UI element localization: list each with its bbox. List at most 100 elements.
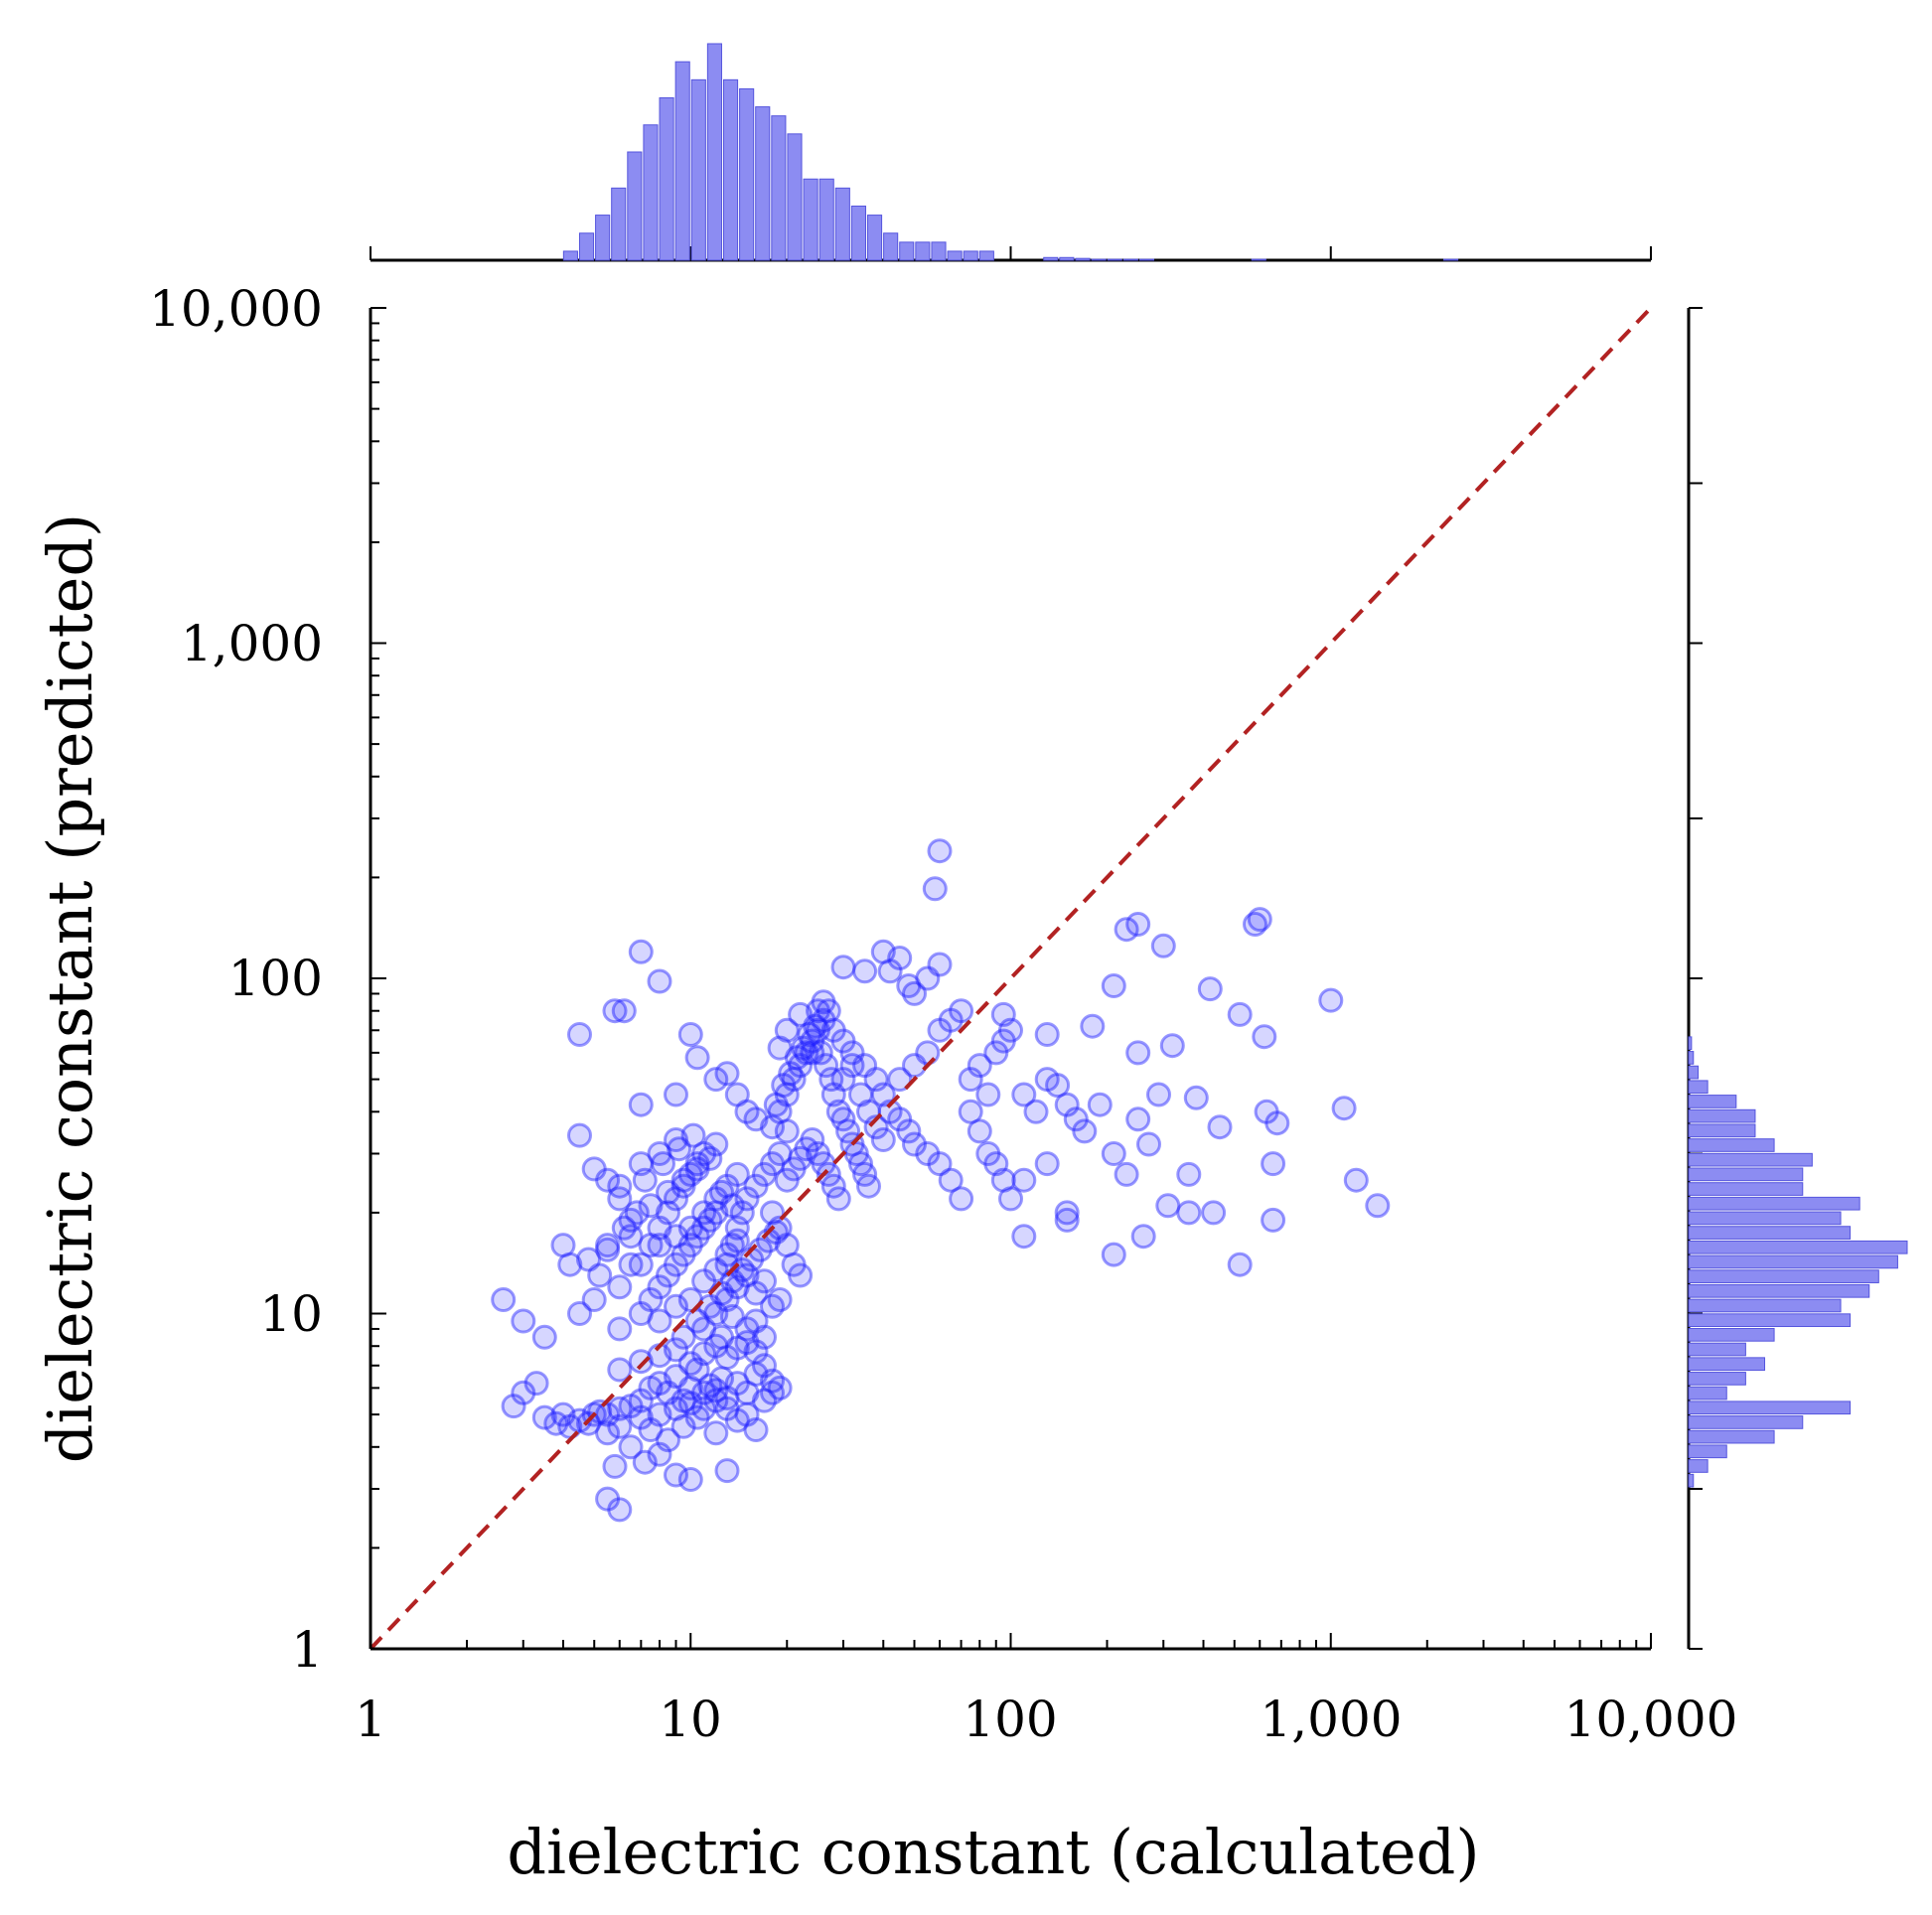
scatter-point-175: [760, 1200, 785, 1226]
scatter-point-276: [852, 958, 878, 984]
right-hist-bar: [1688, 1459, 1709, 1473]
scatter-point-335: [670, 1167, 696, 1193]
scatter-point-88: [767, 1141, 793, 1166]
scatter-point-13: [677, 1375, 703, 1400]
scatter-point-229: [1063, 1106, 1089, 1132]
scatter-point-237: [1125, 1106, 1151, 1132]
scatter-point-230: [1011, 1167, 1037, 1193]
top-hist-bar: [1138, 258, 1155, 261]
scatter-point-254: [1254, 1099, 1279, 1124]
scatter-point-118: [714, 1242, 740, 1267]
scatter-point-260: [1197, 976, 1223, 1002]
scatter-point-184: [774, 1017, 800, 1043]
scatter-point-104: [743, 1280, 769, 1306]
scatter-point-259: [1159, 1033, 1185, 1059]
scatter-point-36: [752, 1324, 777, 1350]
scatter-point-66: [684, 1224, 710, 1250]
scatter-point-179: [788, 1262, 814, 1288]
scatter-point-116: [691, 1268, 717, 1294]
top-hist-bar: [899, 241, 915, 261]
top-hist-bar: [739, 87, 755, 261]
scatter-point-43: [647, 1441, 672, 1467]
scatter-point-95: [607, 1186, 633, 1212]
scatter-points: [491, 838, 1391, 1523]
scatter-point-224: [1011, 1082, 1037, 1107]
scatter-point-287: [664, 1082, 688, 1107]
top-hist-bar: [627, 151, 643, 261]
scatter-point-248: [1261, 1207, 1286, 1233]
scatter-point-31: [703, 1333, 729, 1359]
scatter-point-310: [664, 1396, 688, 1421]
top-hist-bar: [818, 178, 834, 261]
scatter-point-99: [680, 1122, 706, 1148]
scatter-point-232: [1054, 1200, 1080, 1226]
top-hist-bar: [674, 61, 690, 261]
scatter-point-156: [848, 1151, 873, 1177]
scatter-point-39: [670, 1413, 696, 1439]
scatter-point-265: [1034, 1022, 1060, 1047]
scatter-point-302: [752, 1388, 777, 1413]
scatter-point-35: [743, 1339, 769, 1365]
top-marginal-histogram: [370, 43, 1652, 262]
scatter-point-195: [902, 1131, 927, 1157]
y-tick-labels: 1 10 100 1,000 10,000: [149, 280, 323, 1679]
scatter-point-163: [863, 1114, 889, 1140]
scatter-point-307: [703, 1388, 729, 1413]
scatter-point-100: [703, 1301, 729, 1326]
x-axis-title: dielectric constant (calculated): [507, 1816, 1479, 1888]
scatter-point-158: [856, 1173, 881, 1199]
scatter-point-62: [656, 1262, 680, 1288]
scatter-point-47: [677, 1467, 703, 1492]
top-hist-bar: [834, 187, 850, 261]
scatter-point-78: [691, 1141, 717, 1166]
scatter-point-103: [734, 1262, 760, 1288]
scatter-point-25: [607, 1357, 633, 1383]
scatter-point-244: [1155, 1193, 1181, 1219]
top-hist-bar: [915, 241, 931, 261]
scatter-point-240: [1011, 1224, 1037, 1250]
scatter-point-162: [856, 1099, 881, 1124]
scatter-point-215: [983, 1151, 1009, 1177]
right-hist-bar: [1688, 1415, 1804, 1429]
right-hist-bar: [1688, 1036, 1693, 1051]
scatter-point-120: [581, 1287, 607, 1312]
scatter-point-26: [628, 1349, 654, 1375]
scatter-point-56: [511, 1380, 536, 1405]
scatter-point-315: [670, 1324, 696, 1350]
scatter-point-28: [664, 1337, 688, 1363]
top-hist-bar: [1251, 258, 1266, 261]
scatter-point-183: [788, 1001, 814, 1027]
scatter-point-312: [628, 1404, 654, 1430]
right-hist-bar: [1688, 1254, 1898, 1269]
scatter-point-22: [743, 1361, 769, 1387]
scatter-point-117: [703, 1257, 729, 1282]
scatter-point-193: [887, 1106, 913, 1132]
scatter-point-185: [767, 1035, 793, 1061]
scatter-point-334: [656, 1179, 680, 1205]
x-tick-label-1000: 1,000: [1260, 1691, 1402, 1748]
scatter-point-289: [567, 1122, 592, 1148]
scatter-point-245: [1176, 1200, 1202, 1226]
scatter-point-275: [870, 939, 896, 964]
scatter-point-58: [607, 1316, 633, 1342]
top-hist-bar: [562, 250, 578, 261]
scatter-point-85: [743, 1173, 769, 1199]
scatter-point-15: [691, 1396, 717, 1421]
scatter-point-247: [1227, 1252, 1253, 1277]
scatter-point-226: [1034, 1067, 1060, 1093]
right-hist-bar: [1688, 1372, 1746, 1386]
right-hist-bar: [1688, 1444, 1727, 1459]
scatter-point-98: [667, 1136, 692, 1162]
scatter-point-74: [664, 1186, 688, 1212]
scatter-point-46: [664, 1462, 688, 1488]
right-marginal-histogram: [1687, 307, 1908, 1650]
scatter-point-299: [531, 1324, 557, 1350]
scatter-point-203: [927, 1017, 953, 1043]
scatter-point-76: [677, 1161, 703, 1187]
scatter-point-206: [902, 980, 927, 1006]
scatter-point-219: [966, 1053, 992, 1079]
scatter-point-223: [998, 1017, 1023, 1043]
scatter-point-190: [863, 1067, 889, 1093]
scatter-point-137: [806, 1017, 830, 1043]
